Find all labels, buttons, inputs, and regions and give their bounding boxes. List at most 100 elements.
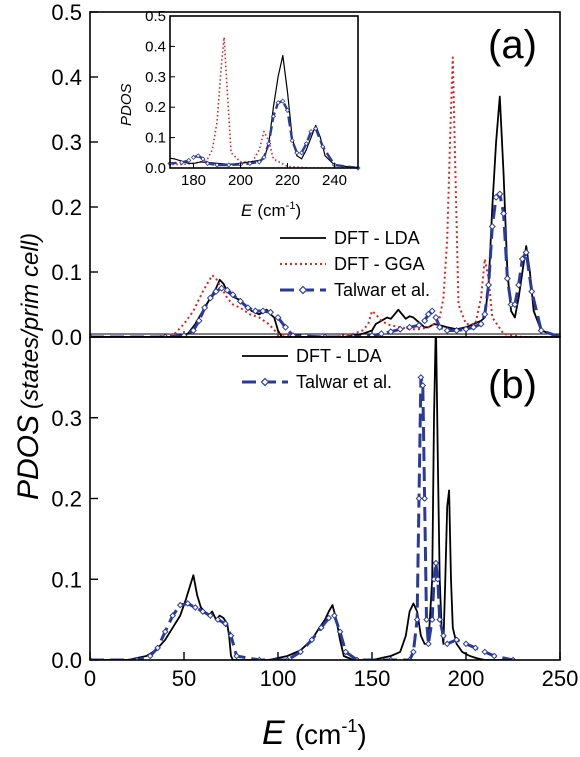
panel-b-series-1-point (472, 644, 479, 652)
panel-a: 0.0 0.1 0.2 0.3 0.4 0.5 DFT - LDA DFT - GGA Talw… (51, 0, 561, 350)
inset-series-2-point (284, 107, 291, 113)
inset-x-label-symbol: E (241, 201, 253, 220)
panel-a-series-2-point (453, 326, 461, 335)
panel-a-series-2-point (443, 326, 451, 335)
inset-series-2-point (256, 159, 262, 165)
panel-a-ytick-label: 0.5 (51, 0, 82, 25)
panel-b-series-1-point (308, 636, 316, 644)
panel-a-series-2-point (488, 222, 496, 231)
legend-a-marker (298, 285, 308, 295)
x-axis-label: E (cm-1) (262, 714, 367, 752)
x-axis-label-unit: (cm (295, 719, 342, 750)
inset-series-2-point (186, 157, 192, 163)
legend-a-label-2: Talwar et al. (334, 280, 430, 300)
panel-a-series-2-point (436, 323, 444, 331)
panel-b-series-1-point (462, 640, 470, 648)
panel-b-series-1-point (169, 612, 177, 619)
panel-b-series-1-point (233, 652, 240, 660)
panel-a-series-2-point (477, 320, 485, 328)
inset-xtick-label: 180 (181, 172, 206, 189)
panel-a-series-2-point (537, 326, 545, 335)
panel-a-series-2-point (195, 317, 203, 325)
panel-b-xtick-label: 100 (260, 666, 297, 691)
panel-label-a: (a) (488, 23, 537, 67)
panel-a-series-2-point (218, 284, 226, 292)
panel-a-series-2-point (492, 193, 500, 201)
panel-a-ytick-label: 0.3 (51, 130, 82, 155)
panel-b-series-1-point (415, 495, 423, 502)
panel-a-series-2-point (282, 323, 290, 331)
panel-a-ytick-label: 0.2 (51, 195, 82, 220)
panel-b-series-1-point (146, 652, 154, 660)
inset-series-2-point (313, 125, 319, 132)
panel-a-series-2-point (518, 255, 526, 263)
panel-a-series-2-point (415, 321, 423, 329)
panel-a-series-2-point (251, 307, 259, 315)
x-axis-label-exp: -1 (341, 716, 357, 736)
panel-a-series-2-point (289, 332, 297, 337)
panel-b-series-1-point (317, 624, 325, 632)
legend-b-label-1: Talwar et al. (296, 372, 392, 392)
panel-b-series-1-point (425, 640, 432, 648)
inset-series-2-point (299, 150, 305, 156)
panel-a-series-2-point (223, 286, 231, 294)
inset-series-2-point (294, 150, 300, 156)
panel-b-xtick-label: 50 (172, 666, 196, 691)
inset-series-2-point (179, 159, 185, 166)
inset-x-label-exp: -1 (286, 200, 296, 212)
panel-a-series-2-point (503, 274, 511, 283)
panel-b-series-1-point (297, 648, 304, 656)
y-axis-label-paren: (states/prim cell) (17, 233, 44, 409)
panel-a-ytick-label: 0.4 (51, 65, 82, 90)
panel-b-series-1-point (342, 648, 349, 656)
panel-b-ytick-label: 0.1 (51, 567, 82, 592)
inset-ytick-label: 0.3 (145, 69, 166, 86)
panel-b-series-1-point (331, 612, 338, 619)
panel-b-series-1-point (191, 604, 199, 611)
legend-a-label-1: DFT - GGA (334, 254, 425, 274)
panel-b-xtick-label: 200 (448, 666, 485, 691)
x-axis-label-symbol: E (262, 714, 285, 752)
panel-a-series-1-line (90, 56, 560, 337)
panel-a-series-2-point (406, 323, 414, 331)
panel-a-series-2-point (259, 307, 267, 315)
panel-b-series-1-point (410, 648, 417, 656)
panel-a-series-2-point (396, 325, 404, 333)
panel-b-series-1-point (227, 632, 235, 640)
panel-b-series-1-point (443, 640, 451, 648)
inset-series-2-point (280, 98, 286, 104)
y-axis-label-main: PDOS (12, 415, 45, 500)
panel-b-series-1-point (222, 620, 229, 627)
inset-series-2-point (247, 160, 253, 167)
panel-b-series-1-point (434, 575, 442, 583)
panel-b-ytick-label: 0.3 (51, 406, 82, 431)
panel-b-series-1-point (432, 559, 440, 567)
panel-a-series-2-point (212, 287, 220, 296)
panel-a-series-2-point (511, 300, 519, 309)
inset-series-2-point (275, 100, 281, 106)
panel-a-series-2-point (515, 281, 523, 289)
panel-b-series-1-point (419, 382, 427, 389)
inset-ytick-label: 0.2 (145, 99, 166, 116)
panel-b-series-1-point (161, 628, 169, 636)
inset-ytick-label: 0.0 (145, 160, 166, 177)
inset-series-2-point (320, 144, 326, 150)
inset-series-2-point (195, 153, 201, 159)
panel-b-series-1-point (184, 600, 192, 607)
panel-b-series-1-point (336, 628, 344, 636)
inset-series-1-line (170, 54, 358, 168)
panel-a-series-2-point (421, 317, 429, 325)
panel-b-series-1-point (436, 616, 443, 623)
panel-a-series-2-point (522, 248, 530, 257)
inset-series-2-point (205, 160, 211, 167)
panel-b-series-1-point (490, 652, 498, 660)
inset-series-2-point (289, 138, 295, 144)
inset-series-2-point (214, 162, 220, 168)
panel-a-series-2-point (266, 308, 274, 316)
panel-b-series-1-point (207, 612, 214, 619)
panel-a-series-2-point (229, 291, 237, 299)
panel-b-series-1-point (199, 608, 207, 615)
panel-b-ytick-label: 0.2 (51, 487, 82, 512)
panel-a-series-2-point (424, 310, 432, 318)
panel-a-series-2-point (481, 310, 489, 318)
